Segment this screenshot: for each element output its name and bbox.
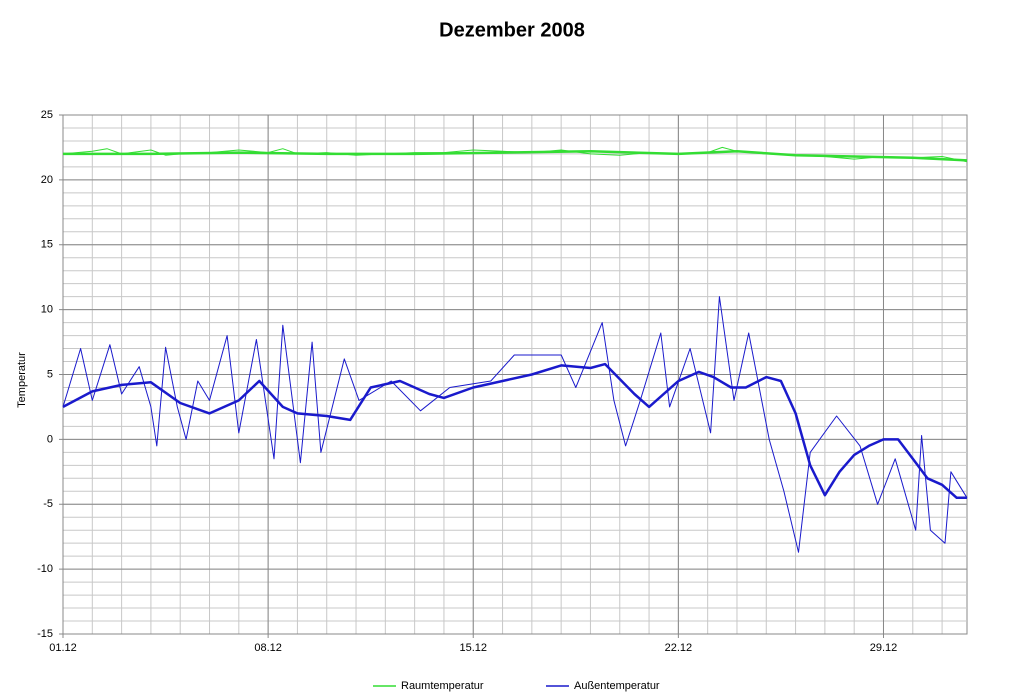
y-tick-label: 10	[41, 304, 53, 316]
x-tick-label: 22.12	[665, 642, 693, 654]
x-tick-label: 01.12	[49, 642, 77, 654]
legend-label: Raumtemperatur	[401, 680, 484, 692]
y-tick-label: 25	[41, 109, 53, 121]
x-tick-label: 29.12	[870, 642, 898, 654]
chart-title: Dezember 2008	[439, 19, 585, 41]
y-tick-label: -15	[37, 628, 53, 640]
y-tick-label: 20	[41, 174, 53, 186]
x-tick-label: 15.12	[459, 642, 487, 654]
y-tick-label: -10	[37, 563, 53, 575]
y-tick-label: 5	[47, 368, 53, 380]
y-axis-label: Temperatur	[16, 352, 28, 408]
series-line	[62, 296, 968, 553]
smoothed-line	[62, 362, 967, 500]
y-tick-label: -5	[43, 498, 53, 510]
y-tick-label: 0	[47, 433, 53, 445]
legend-label: Außentemperatur	[574, 680, 660, 692]
x-tick-label: 08.12	[254, 642, 282, 654]
smoothed-line	[63, 150, 968, 162]
y-tick-label: 15	[41, 239, 53, 251]
